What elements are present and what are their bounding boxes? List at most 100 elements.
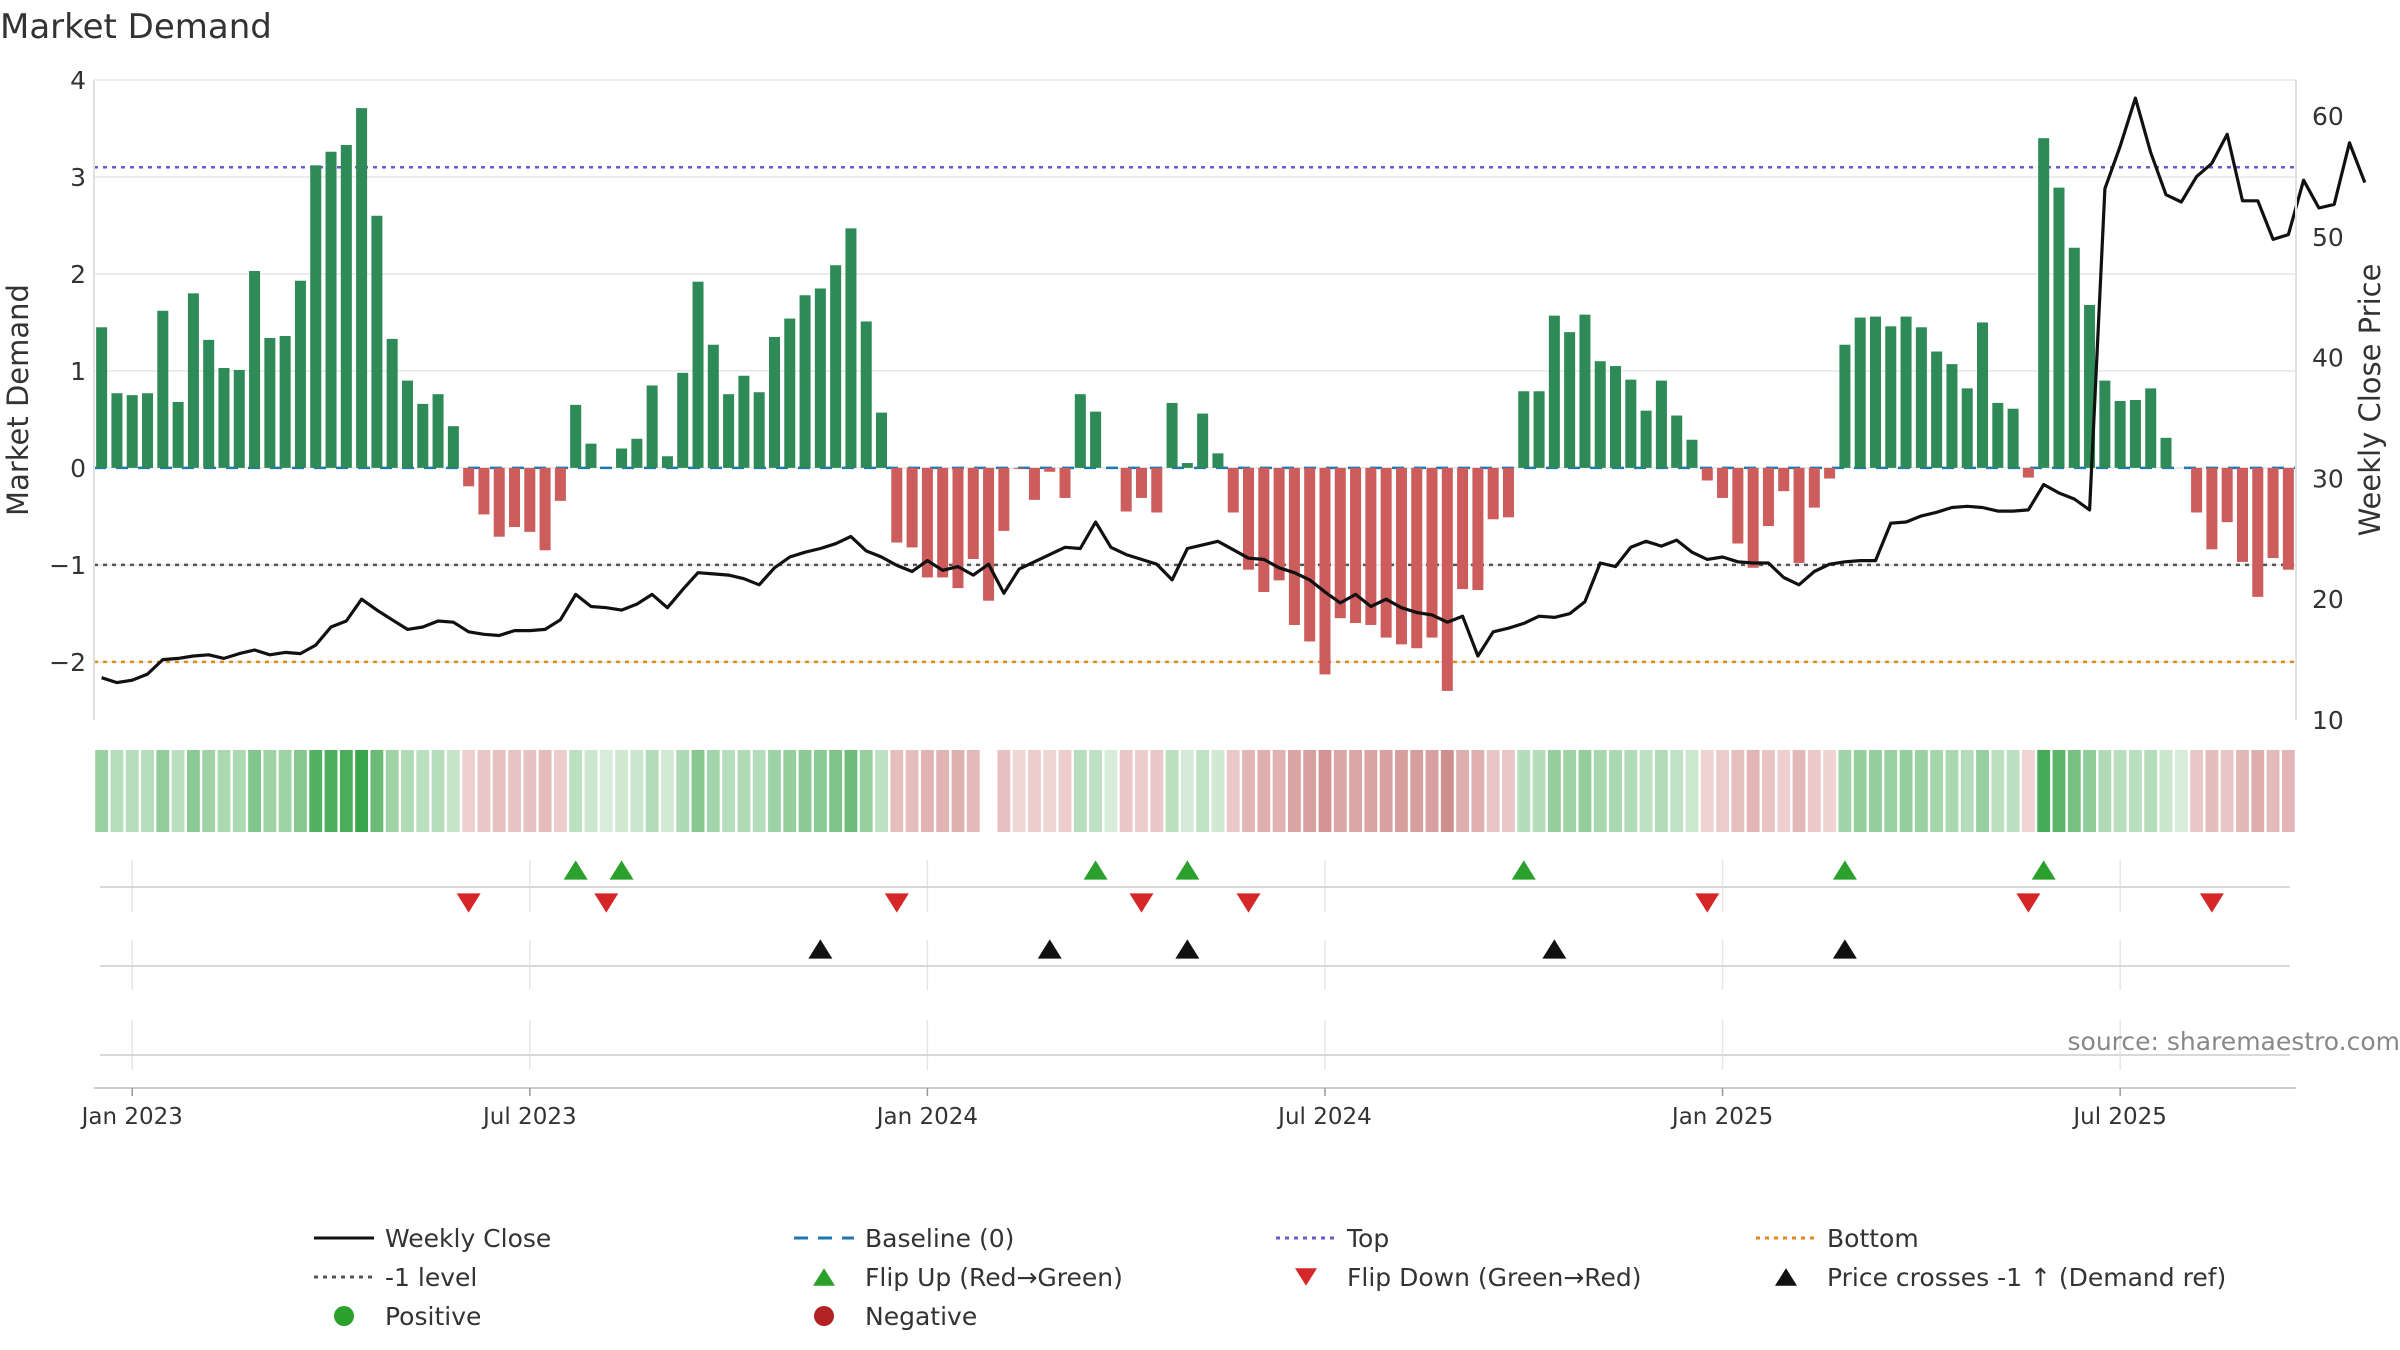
flip-down-marker bbox=[1129, 893, 1154, 913]
demand-bar bbox=[2053, 187, 2065, 468]
heat-cell bbox=[477, 750, 491, 832]
heat-cell bbox=[2006, 750, 2020, 832]
reference-lines bbox=[94, 166, 2296, 664]
demand-bar bbox=[860, 321, 872, 468]
heat-cell bbox=[920, 750, 934, 832]
heat-cell bbox=[661, 750, 674, 832]
demand-bar bbox=[585, 443, 597, 468]
heat-cell bbox=[355, 750, 369, 832]
legend-item: Top bbox=[1276, 1224, 1389, 1253]
demand-bar bbox=[1457, 467, 1469, 590]
demand-bar bbox=[1533, 391, 1545, 468]
legend-item: -1 level bbox=[314, 1263, 477, 1292]
demand-bar bbox=[1793, 467, 1805, 563]
heat-cell bbox=[1609, 750, 1622, 832]
heat-cell bbox=[2052, 750, 2066, 832]
flip-up-marker bbox=[1511, 860, 1536, 880]
demand-bar bbox=[830, 265, 842, 468]
demand-bar bbox=[616, 448, 628, 468]
y-tick-label: 2 bbox=[70, 260, 86, 289]
source-label: source: sharemaestro.com bbox=[2068, 1027, 2400, 1056]
demand-bar bbox=[876, 412, 888, 468]
heat-cell bbox=[1838, 750, 1852, 832]
flip-up-marker bbox=[1083, 860, 1108, 880]
demand-bar bbox=[1640, 410, 1652, 468]
flip-markers-panel bbox=[100, 860, 2290, 913]
heat-cell bbox=[217, 750, 231, 832]
heat-cell bbox=[1242, 750, 1255, 832]
heat-cell bbox=[492, 750, 506, 832]
demand-bar bbox=[1441, 467, 1453, 691]
demand-bar bbox=[967, 467, 979, 560]
heat-cell bbox=[324, 750, 338, 832]
demand-bar bbox=[386, 338, 398, 468]
heat-cell bbox=[829, 750, 843, 832]
demand-bar bbox=[937, 467, 949, 578]
heat-cell bbox=[294, 750, 307, 832]
demand-bar bbox=[1992, 402, 2004, 468]
flip-down-marker bbox=[594, 893, 619, 913]
demand-bars bbox=[96, 108, 2294, 691]
flip-down-marker bbox=[2016, 893, 2041, 913]
price-cross-markers-panel bbox=[100, 939, 2290, 990]
heat-cell bbox=[966, 750, 980, 832]
heat-cell bbox=[553, 750, 567, 832]
demand-bar bbox=[1701, 467, 1713, 481]
demand-bar bbox=[723, 394, 735, 468]
flip-up-marker bbox=[609, 860, 634, 880]
heat-cell bbox=[1716, 750, 1729, 832]
heat-cell bbox=[278, 750, 292, 832]
demand-bar bbox=[1319, 467, 1331, 675]
x-tick-label: Jan 2023 bbox=[80, 1104, 183, 1130]
demand-bar bbox=[371, 215, 383, 468]
y2-tick-label: 50 bbox=[2312, 223, 2344, 252]
heat-cell bbox=[186, 750, 200, 832]
flip-down-marker bbox=[2199, 893, 2224, 913]
heat-cell bbox=[1517, 750, 1531, 832]
flip-up-marker bbox=[1175, 860, 1200, 880]
heat-cell bbox=[2281, 750, 2295, 832]
demand-bar bbox=[1151, 467, 1163, 513]
demand-bar bbox=[1212, 453, 1224, 468]
demand-bar bbox=[172, 401, 184, 468]
demand-bar bbox=[1594, 361, 1606, 468]
demand-bar bbox=[1487, 467, 1499, 520]
heat-cell bbox=[1869, 750, 1882, 832]
demand-bar bbox=[1946, 364, 1958, 468]
demand-bar bbox=[1839, 344, 1851, 468]
y-tick-label: 1 bbox=[70, 357, 86, 386]
demand-bar bbox=[845, 228, 857, 468]
demand-bar bbox=[401, 380, 413, 468]
demand-bar bbox=[738, 375, 750, 468]
heat-cell bbox=[1425, 750, 1439, 832]
demand-bar bbox=[1120, 467, 1132, 512]
heat-cell bbox=[1318, 750, 1332, 832]
flip-down-marker bbox=[1695, 893, 1720, 913]
price-cross-marker bbox=[1175, 939, 1200, 959]
heat-cell bbox=[1119, 750, 1133, 832]
heat-cell bbox=[1899, 750, 1913, 832]
heat-cell bbox=[875, 750, 888, 832]
demand-bar bbox=[539, 467, 551, 551]
demand-bar bbox=[554, 467, 566, 501]
heat-cell bbox=[2129, 750, 2142, 832]
heat-cell bbox=[1639, 750, 1653, 832]
legend-swatch bbox=[1295, 1268, 1317, 1286]
demand-bar bbox=[753, 392, 765, 468]
demand-bar bbox=[279, 336, 291, 468]
price-cross-marker bbox=[1542, 939, 1567, 959]
heat-cell bbox=[1196, 750, 1210, 832]
demand-bar bbox=[1044, 467, 1056, 472]
demand-bar bbox=[157, 310, 169, 468]
heat-cell bbox=[752, 750, 766, 832]
heat-cell bbox=[890, 750, 904, 832]
y2-tick-label: 60 bbox=[2312, 102, 2344, 131]
demand-bar bbox=[325, 151, 337, 468]
demand-bar bbox=[661, 456, 673, 468]
heat-cell bbox=[1853, 750, 1867, 832]
flip-up-marker bbox=[563, 860, 588, 880]
legend-label: Flip Down (Green→Red) bbox=[1347, 1263, 1642, 1292]
heat-cell bbox=[2113, 750, 2127, 832]
heat-cell bbox=[385, 750, 399, 832]
heat-cell bbox=[1073, 750, 1087, 832]
